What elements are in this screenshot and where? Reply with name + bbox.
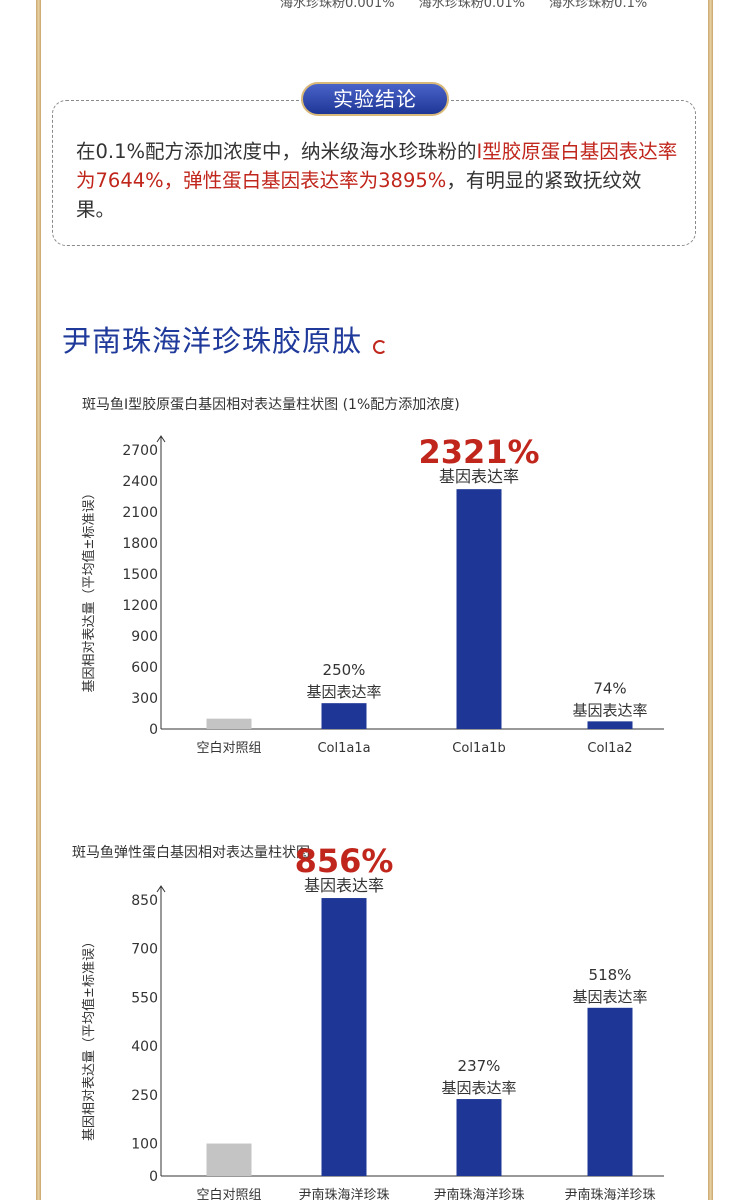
conclusion-text: 在0.1%配方添加浓度中，纳米级海水珍珠粉的I型胶原蛋白基因表达率为7644%，…: [76, 137, 680, 224]
top-legend-item: 海水珍珠粉0.1%: [549, 0, 648, 11]
chart2-category-label: 尹南珠海洋珍珠: [564, 1187, 655, 1200]
chart2-tick-label: 0: [149, 1169, 158, 1185]
chart2-bar: [206, 1143, 252, 1176]
chart1-tick-label: 0: [149, 722, 158, 738]
chart1-tick-label: 2700: [122, 443, 158, 459]
chart1-bar: [321, 703, 367, 729]
conclusion-text-highlight: I型胶原蛋白基因表达率为7644%，弹性蛋白基因表达率为3895%: [76, 140, 678, 192]
chart2-data-sublabel: 基因表达率: [441, 1079, 516, 1097]
brand-mark-icon: [373, 340, 387, 354]
top-legend-item: 海水珍珠粉0.001%: [280, 0, 395, 11]
chart2-tick-label: 700: [131, 942, 158, 958]
chart1-bar: [587, 721, 633, 729]
chart1-category-label: 空白对照组: [196, 740, 261, 756]
chart1-category-label: Col1a1b: [452, 741, 505, 756]
chart1-tick-label: 1800: [122, 536, 158, 552]
chart2-tick-label: 850: [131, 893, 158, 909]
gold-border-right: [708, 0, 713, 1200]
chart2-data-label: 237%: [458, 1057, 501, 1075]
chart1-bar: [456, 489, 502, 729]
chart2-y-axis-arrow: [156, 885, 166, 893]
chart1-data-sublabel: 基因表达率: [439, 467, 519, 486]
chart2-y-label: 基因相对表达量（平均值±标准误）: [81, 935, 97, 1141]
chart2-tick-label: 400: [131, 1039, 158, 1055]
chart1-y-axis-arrow: [156, 435, 166, 443]
chart2-bar: [321, 898, 367, 1176]
chart1-tick-label: 1200: [122, 598, 158, 614]
chart1-category-label: Col1a2: [587, 741, 632, 756]
chart1-bar: [206, 718, 252, 729]
chart2-bar: [587, 1007, 633, 1176]
chart2-data-label: 856%: [295, 842, 394, 880]
collagen-bar-chart: 0 300 600 900 1200 1500 1800 2100 2400 2700 基因相对表达…: [81, 433, 664, 756]
chart1-y-label: 基因相对表达量（平均值±标准误）: [81, 487, 97, 693]
chart1-title: 斑马鱼I型胶原蛋白基因相对表达量柱状图 (1%配方添加浓度): [82, 397, 460, 413]
top-legend: 海水珍珠粉0.001% 海水珍珠粉0.01% 海水珍珠粉0.1%: [280, 0, 680, 11]
chart1-tick-label: 1500: [122, 567, 158, 583]
chart2-tick-label: 250: [131, 1088, 158, 1104]
chart2-category-label: 尹南珠海洋珍珠: [298, 1187, 389, 1200]
chart1-data-label: 250%: [323, 661, 366, 679]
chart1-data-label: 74%: [593, 679, 626, 697]
chart1-category-label: Col1a1a: [317, 741, 370, 756]
chart2-tick-label: 100: [131, 1137, 158, 1153]
top-legend-item: 海水珍珠粉0.01%: [418, 0, 526, 11]
section-title: 尹南珠海洋珍珠胶原肽: [62, 324, 363, 358]
chart2-bar: [456, 1099, 502, 1176]
elastin-bar-chart: 0 100 250 400 550 700 850 基因相对表达量（平均值±标准误） 空白对照组…: [81, 842, 664, 1200]
chart1-tick-label: 900: [131, 629, 158, 645]
gold-border-left: [36, 0, 41, 1200]
chart2-data-label: 518%: [589, 966, 632, 984]
chart2-data-sublabel: 基因表达率: [572, 988, 647, 1006]
chart1-tick-label: 2400: [122, 474, 158, 490]
chart2-category-label: 空白对照组: [196, 1187, 261, 1200]
conclusion-text-end: ，有明显的紧致抚纹效果。: [76, 169, 642, 221]
chart2-tick-label: 550: [131, 990, 158, 1006]
chart1-tick-label: 600: [131, 660, 158, 676]
chart1-data-sublabel: 基因表达率: [306, 683, 381, 701]
chart1-tick-label: 2100: [122, 505, 158, 521]
chart2-data-sublabel: 基因表达率: [304, 876, 384, 895]
chart1-data-sublabel: 基因表达率: [572, 701, 647, 719]
chart1-tick-label: 300: [131, 691, 158, 707]
conclusion-badge: 实验结论: [301, 82, 449, 116]
chart2-title: 斑马鱼弹性蛋白基因相对表达量柱状图: [72, 845, 310, 861]
chart2-category-label: 尹南珠海洋珍珠: [433, 1187, 524, 1200]
conclusion-text-normal: 在0.1%配方添加浓度中，纳米级海水珍珠粉的: [76, 140, 477, 163]
chart1-data-label: 2321%: [418, 433, 539, 471]
